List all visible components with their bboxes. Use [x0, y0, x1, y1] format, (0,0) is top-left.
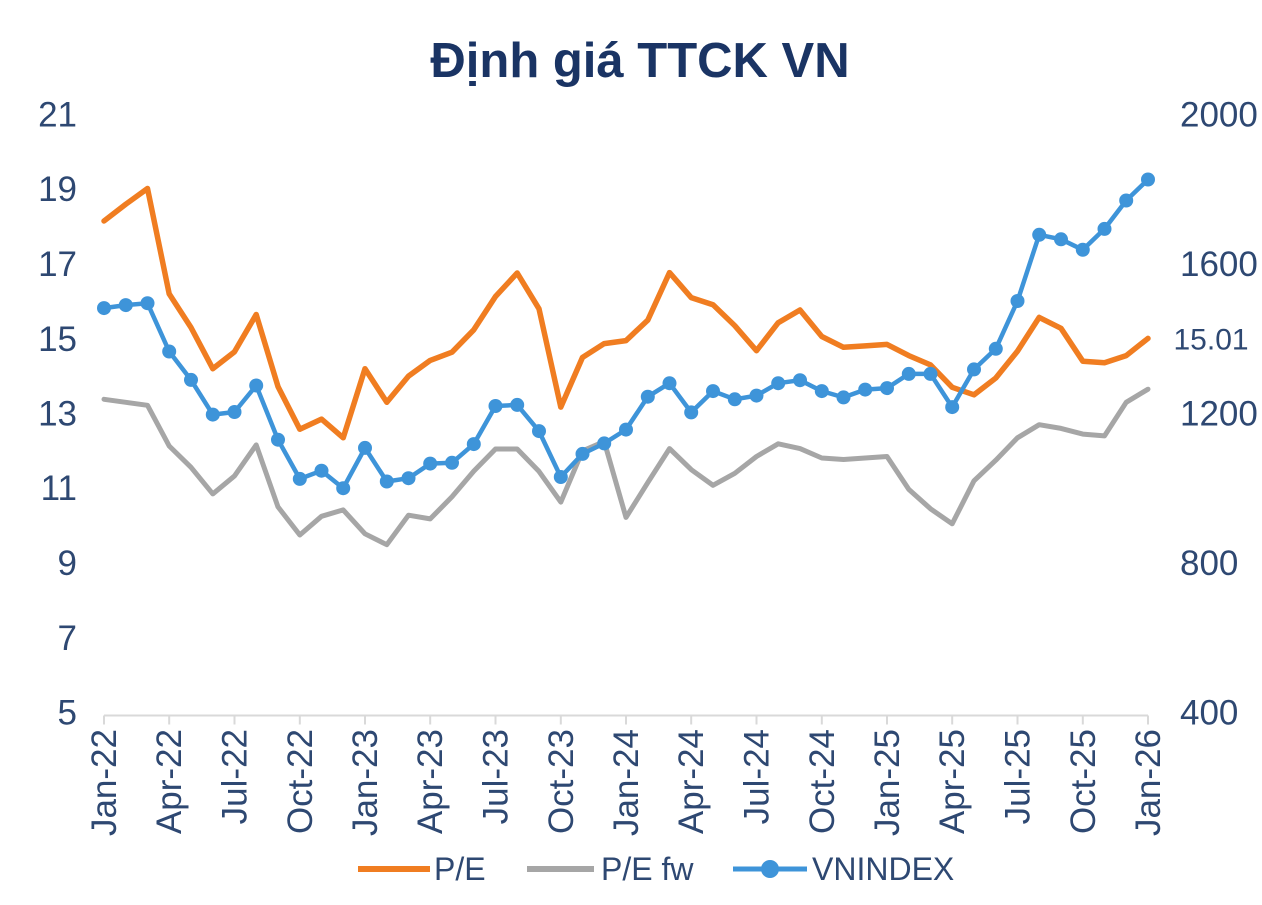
svg-text:Jan-25: Jan-25 [868, 729, 907, 836]
svg-text:5: 5 [58, 694, 77, 733]
svg-text:Apr-24: Apr-24 [672, 729, 711, 834]
svg-text:Apr-23: Apr-23 [411, 729, 450, 834]
svg-text:1600: 1600 [1180, 245, 1258, 284]
svg-text:Định giá TTCK VN: Định giá TTCK VN [430, 34, 849, 88]
svg-text:P/E: P/E [434, 851, 486, 887]
svg-text:Oct-23: Oct-23 [542, 729, 581, 834]
svg-text:19: 19 [38, 170, 77, 209]
svg-text:11: 11 [41, 469, 77, 508]
svg-text:VNINDEX: VNINDEX [812, 851, 954, 887]
svg-text:Jan-24: Jan-24 [607, 729, 646, 836]
svg-text:15: 15 [38, 320, 77, 359]
svg-text:21: 21 [38, 96, 77, 135]
svg-text:400: 400 [1180, 694, 1238, 733]
svg-text:Jul-24: Jul-24 [738, 729, 777, 824]
svg-text:Jan-23: Jan-23 [346, 729, 385, 836]
svg-text:17: 17 [38, 245, 77, 284]
svg-text:9: 9 [58, 544, 77, 583]
svg-text:Jan-26: Jan-26 [1129, 729, 1168, 836]
svg-text:Oct-25: Oct-25 [1064, 729, 1103, 834]
svg-text:1200: 1200 [1180, 395, 1258, 434]
svg-text:Oct-22: Oct-22 [281, 729, 320, 834]
svg-text:Apr-22: Apr-22 [150, 729, 189, 834]
svg-text:P/E fw: P/E fw [601, 851, 694, 887]
svg-text:13: 13 [38, 395, 77, 434]
svg-text:Apr-25: Apr-25 [933, 729, 972, 834]
svg-text:2000: 2000 [1180, 96, 1258, 135]
svg-text:800: 800 [1180, 544, 1238, 583]
svg-text:7: 7 [58, 619, 77, 658]
svg-text:Jul-23: Jul-23 [477, 729, 516, 824]
svg-text:Jul-22: Jul-22 [216, 729, 255, 824]
svg-text:Jan-22: Jan-22 [85, 729, 124, 836]
svg-text:Jul-25: Jul-25 [999, 729, 1038, 824]
svg-text:Oct-24: Oct-24 [803, 729, 842, 834]
svg-text:15.01: 15.01 [1174, 323, 1249, 356]
